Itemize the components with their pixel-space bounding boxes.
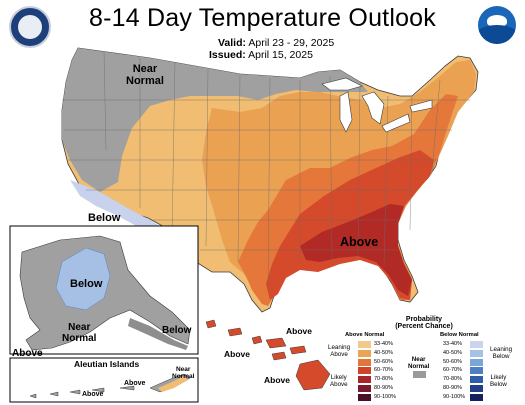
legend-above-header: Above Normal: [345, 332, 385, 338]
issued-date: April 15, 2025: [248, 49, 313, 61]
issued-line: Issued: April 15, 2025: [209, 49, 313, 61]
doc-seal-icon: [9, 6, 51, 48]
legend-label-above-5: 80-90%: [374, 385, 393, 391]
noaa-logo-text: NOAA: [488, 19, 506, 25]
issued-label: Issued:: [209, 49, 246, 61]
great-lakes: [321, 77, 433, 133]
label-alaska-below: Below: [70, 278, 103, 290]
legend-swatch-above-5: [358, 385, 371, 392]
noaa-logo-icon: NOAA: [478, 6, 516, 44]
legend-swatch-above-1: [358, 349, 371, 357]
state-boundaries: [62, 51, 470, 291]
alaska-panhandle-near: [128, 318, 188, 350]
valid-line: Valid: April 23 - 29, 2025: [218, 37, 334, 49]
label-alaska-below-se: Below: [162, 325, 192, 336]
legend-swatch-below-3: [470, 367, 483, 375]
valid-dates: April 23 - 29, 2025: [248, 37, 335, 49]
legend-swatch-above-3: [358, 367, 371, 375]
label-above-southeast: Above: [340, 235, 379, 249]
label-aleutian-title: Aleutian Islands: [74, 359, 140, 369]
legend-swatch-below-4: [470, 376, 483, 384]
legend-leaning-above: Leaning Above: [328, 344, 351, 358]
legend-swatch-above-4: [358, 376, 371, 384]
legend-label-below-2: 50-60%: [443, 358, 462, 365]
legend-swatch-below-1: [470, 349, 483, 357]
label-hawaii-above-2: Above: [224, 349, 250, 359]
label-aleutian-near-normal: Near Normal: [172, 366, 195, 380]
legend-swatch-below-6: [470, 393, 483, 401]
legend-label-above-4: 70-80%: [374, 376, 393, 383]
legend-label-above-0: 33-40%: [374, 341, 393, 347]
label-aleutian-above-2: Above: [82, 391, 104, 398]
legend-label-below-6: 90-100%: [443, 393, 466, 400]
conus-near-normal: [62, 48, 368, 192]
legend-swatch-near-normal: [413, 371, 426, 378]
label-hawaii-above-1: Above: [286, 326, 312, 336]
legend-label-below-4: 70-80%: [443, 376, 462, 383]
label-below-west: Below: [88, 212, 121, 224]
legend-label-below-0: 33-40%: [443, 341, 462, 347]
legend-swatch-above-0: [358, 341, 371, 348]
legend-label-below-3: 60-70%: [443, 367, 462, 374]
legend-title: Probability (Percent Chance): [395, 316, 453, 330]
legend-swatch-below-0: [470, 341, 483, 348]
legend-label-above-2: 50-60%: [374, 358, 393, 365]
legend-label-above-3: 60-70%: [374, 367, 393, 374]
label-aleutian-above-1: Above: [124, 380, 146, 387]
legend-label-below-5: 80-90%: [443, 385, 462, 391]
legend-likely-below: Likely Below: [490, 374, 507, 388]
valid-label: Valid:: [218, 37, 247, 49]
label-near-normal-west: Near Normal: [126, 63, 164, 87]
legend-swatch-below-5: [470, 385, 483, 392]
label-hawaii-above-3: Above: [264, 375, 290, 385]
aleutian-above-shape: [158, 376, 188, 392]
hawaii-islands: [205, 319, 331, 391]
legend-near-normal: Near Normal: [408, 356, 430, 370]
legend-label-below-1: 40-50%: [443, 349, 462, 356]
alaska-below-40-50: [55, 247, 111, 311]
label-alaska-above: Above: [12, 348, 43, 359]
legend-swatch-above-2: [358, 358, 371, 366]
legend-leaning-below: Leaning Below: [490, 346, 513, 360]
aleutian-inset-frame: [9, 357, 199, 403]
legend-below-header: Below Normal: [440, 332, 479, 338]
legend-swatch-below-2: [470, 358, 483, 366]
legend-label-above-6: 90-100%: [374, 393, 397, 400]
map-title: 8-14 Day Temperature Outlook: [89, 4, 436, 32]
legend-likely-above: Likely Above: [330, 374, 348, 388]
legend-swatch-above-6: [358, 393, 371, 401]
legend-label-above-1: 40-50%: [374, 349, 393, 356]
label-alaska-near-normal: Near Normal: [62, 322, 97, 344]
